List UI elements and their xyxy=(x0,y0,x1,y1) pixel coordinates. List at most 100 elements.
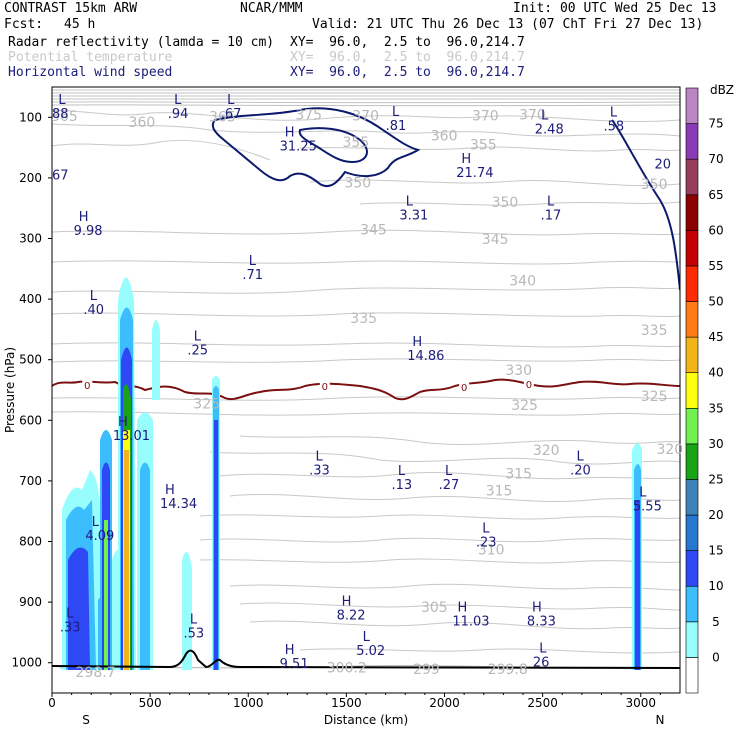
wind-extremum-marker: L xyxy=(249,254,257,269)
wind-extremum-value: 20 xyxy=(654,158,671,173)
field-xy-theta: XY= 96.0, 2.5 to 96.0,214.7 xyxy=(290,50,525,65)
theta-label: 335 xyxy=(641,323,668,339)
y-tick-label: 900 xyxy=(19,595,42,609)
colorbar-swatch xyxy=(685,230,699,267)
colorbar-unit: dBZ xyxy=(710,83,734,97)
theta-label: 365 xyxy=(51,109,78,125)
theta-label: 330 xyxy=(505,363,532,379)
y-tick-label: 300 xyxy=(19,232,42,246)
wind-extremum-marker: L xyxy=(90,289,98,304)
field-xy-wind: XY= 96.0, 2.5 to 96.0,214.7 xyxy=(290,65,525,80)
zero-label-bg xyxy=(319,379,330,391)
reflectivity-cells xyxy=(62,277,642,670)
forecast-label: Fcst: xyxy=(4,17,44,32)
wind-extremum-marker: L xyxy=(66,607,74,622)
zero-label: 0 xyxy=(84,381,90,392)
colorbar-level-label: 30 xyxy=(708,437,723,451)
colorbar-level-label: 70 xyxy=(708,152,723,166)
wind-extremum-marker: H xyxy=(532,600,542,615)
colorbar-level-label: 15 xyxy=(708,544,723,558)
colorbar-level-label: 60 xyxy=(708,223,723,237)
wind-extremum-value: 13.01 xyxy=(113,429,150,444)
x-axis-title: Distance (km) xyxy=(324,713,408,727)
wind-extremum-marker: L xyxy=(445,464,453,479)
x-end-label-north: N xyxy=(656,713,665,727)
colorbar-level-label: 55 xyxy=(708,259,723,273)
theta-label: 370 xyxy=(352,108,379,124)
wind-extremum-value: 21.74 xyxy=(456,166,493,181)
theta-label: 350 xyxy=(492,195,519,211)
wind-extremum-marker: H xyxy=(118,415,128,430)
wind-extremum-marker: H xyxy=(165,483,175,498)
y-tick-label: 800 xyxy=(19,535,42,549)
wind-extremum-marker: H xyxy=(461,152,471,167)
x-tick-label: 1500 xyxy=(331,696,362,710)
wind-extremum-value: 8.33 xyxy=(527,614,556,629)
y-tick-label: 200 xyxy=(19,171,42,185)
wind-extremum-marker: L xyxy=(392,105,400,120)
y-axis: 100 200 300 400 500 600 700 800 900 1000 xyxy=(11,110,52,670)
wind-extremum-marker: L xyxy=(194,330,202,345)
x-tick-label: 2000 xyxy=(429,696,460,710)
theta-label: 345 xyxy=(360,222,387,238)
y-tick-label: 400 xyxy=(19,292,42,306)
wind-extremum-value: 31.25 xyxy=(280,139,317,154)
theta-label: 370 xyxy=(519,107,546,123)
y-tick-label: 600 xyxy=(19,413,42,427)
zero-label-layer: 0 0 0 0 xyxy=(82,377,534,394)
zero-label: 0 xyxy=(461,383,467,394)
wind-extremum-marker: H xyxy=(285,643,295,658)
zero-label: 0 xyxy=(526,380,532,391)
y-tick-label: 500 xyxy=(19,353,42,367)
theta-label: 335 xyxy=(350,311,377,327)
colorbar-swatch xyxy=(685,407,699,445)
x-tick-label: 2500 xyxy=(527,696,558,710)
y-tick-label: 100 xyxy=(19,110,42,124)
x-tick-label: 3000 xyxy=(625,696,656,710)
wind-extremum-value: 14.86 xyxy=(407,349,444,364)
terrain xyxy=(52,649,680,669)
wind-extremum-marker: L xyxy=(539,642,547,657)
theta-label-layer: 365 360 365 375 370 370 370 360 355 355 350 350 350 3… xyxy=(51,107,683,681)
theta-label: 350 xyxy=(641,177,668,193)
colorbar-level-label: 20 xyxy=(708,508,723,522)
theta-label: 325 xyxy=(193,396,220,412)
wind-extremum-value: .20 xyxy=(570,464,591,479)
theta-label: 340 xyxy=(509,273,536,289)
theta-label: 325 xyxy=(511,398,538,414)
wind-extremum-marker: H xyxy=(79,210,89,225)
wind-extremum-value: 8.22 xyxy=(337,608,366,623)
theta-label: 370 xyxy=(472,108,499,124)
theta-label: 360 xyxy=(431,128,458,144)
colorbar-level-label: 45 xyxy=(708,330,723,344)
theta-label: 325 xyxy=(641,389,668,405)
colorbar-swatch xyxy=(685,479,699,516)
theta-label: 315 xyxy=(486,484,513,500)
colorbar-swatch xyxy=(685,336,699,374)
wind-extremum-value: .33 xyxy=(60,621,81,636)
wind-extremum-value: 11.03 xyxy=(452,614,489,629)
wind-extremum-marker: L xyxy=(315,450,323,465)
wind-extremum-marker: H xyxy=(457,600,467,615)
wind-extremum-value: .58 xyxy=(603,119,624,134)
wind-extremum-marker: L xyxy=(406,194,414,209)
zero-label-bg xyxy=(523,377,534,389)
wind-contours xyxy=(211,107,680,291)
wind-extremum-value: 14.34 xyxy=(160,497,197,512)
colorbar-swatch xyxy=(685,585,699,623)
wind-extremum-marker: L xyxy=(541,108,549,123)
wind-extremum-value: .23 xyxy=(476,536,497,551)
theta-label: 320 xyxy=(656,442,683,458)
wind-extremum-marker: H xyxy=(342,594,352,609)
wind-extremum-value: .67 xyxy=(221,107,242,122)
colorbar-level-label: 35 xyxy=(708,401,723,415)
theta-label: 360 xyxy=(129,115,156,131)
x-tick-label: 0 xyxy=(48,696,56,710)
theta-label: 345 xyxy=(482,232,509,248)
zero-contour xyxy=(52,378,680,401)
y-tick-label: 700 xyxy=(19,474,42,488)
colorbar-level-label: 40 xyxy=(708,366,723,380)
wind-extremum-value: 3.31 xyxy=(399,208,428,223)
wind-extremum-marker: L xyxy=(174,93,182,108)
colorbar-swatch xyxy=(685,550,699,587)
